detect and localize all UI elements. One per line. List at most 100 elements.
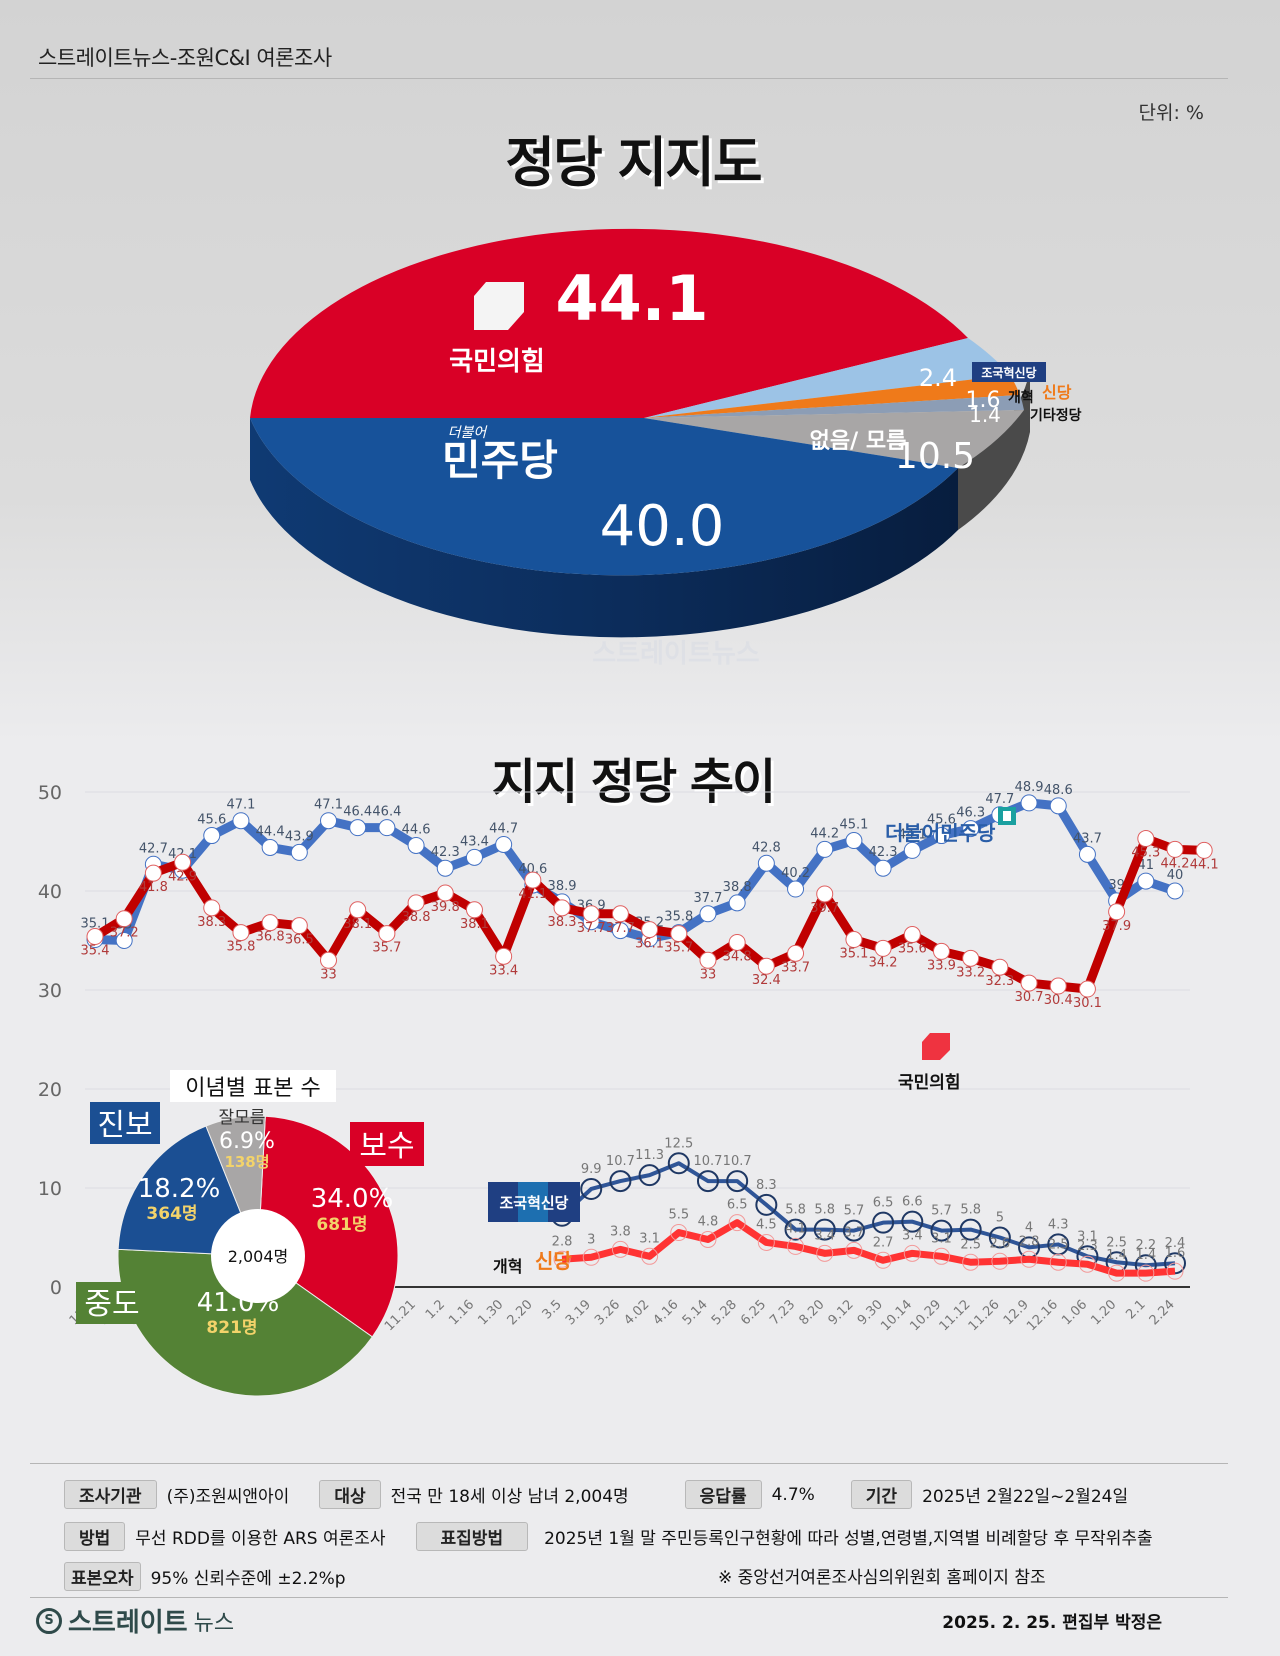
svg-text:37.7: 37.7 <box>577 921 606 936</box>
sampling-tag: 표집방법 <box>415 1522 529 1551</box>
svg-text:20: 20 <box>38 1079 62 1101</box>
svg-text:38.3: 38.3 <box>548 915 577 930</box>
dp-value: 40.0 <box>600 494 725 559</box>
svg-text:3.1: 3.1 <box>1077 1229 1098 1244</box>
svg-text:46.3: 46.3 <box>956 806 985 821</box>
reform-value: 1.6 <box>966 388 1001 413</box>
svg-text:5.28: 5.28 <box>709 1297 740 1328</box>
info-divider-bottom <box>30 1597 1228 1598</box>
svg-text:9.12: 9.12 <box>826 1297 857 1328</box>
svg-text:44.4: 44.4 <box>256 824 285 839</box>
svg-text:2.8: 2.8 <box>1019 1234 1040 1249</box>
svg-text:2.5: 2.5 <box>1048 1237 1069 1252</box>
svg-text:33.9: 33.9 <box>927 958 956 973</box>
svg-text:10.7: 10.7 <box>606 1154 635 1169</box>
svg-text:33: 33 <box>320 967 337 982</box>
svg-text:1.20: 1.20 <box>1088 1297 1119 1328</box>
info-row-3: 표본오차 95% 신뢰수준에 ±2.2%p <box>64 1562 346 1591</box>
svg-text:33: 33 <box>700 967 717 982</box>
rebuild-value: 2.4 <box>919 364 957 392</box>
svg-text:44.1: 44.1 <box>1190 857 1219 872</box>
svg-text:37.7: 37.7 <box>693 891 722 906</box>
ideology-sample-pie: 이념별 표본 수 2,004명 보수 34.0% 681명 진보 18.2% 3… <box>76 1070 424 1397</box>
svg-text:2.24: 2.24 <box>1147 1297 1178 1328</box>
svg-text:5.8: 5.8 <box>785 1203 806 1218</box>
svg-text:36.8: 36.8 <box>256 930 285 945</box>
svg-text:30: 30 <box>38 980 62 1002</box>
rebuild-badge <box>972 362 1046 382</box>
info-divider-top <box>30 1463 1228 1464</box>
ppp-value: 44.1 <box>556 262 709 335</box>
logo-s-icon: S <box>36 1607 62 1634</box>
svg-text:6.5: 6.5 <box>873 1196 894 1211</box>
svg-text:44.2: 44.2 <box>810 826 839 841</box>
info-row-1: 조사기관 (주)조원씨앤아이 대상 전국 만 18세 이상 남녀 2,004명 … <box>64 1480 1128 1509</box>
svg-text:10.29: 10.29 <box>907 1297 944 1334</box>
svg-text:37.2: 37.2 <box>110 926 139 941</box>
reform-legend: 개혁 신당 <box>493 1249 572 1276</box>
svg-text:42.9: 42.9 <box>168 869 197 884</box>
svg-text:5.8: 5.8 <box>960 1203 981 1218</box>
svg-text:8.20: 8.20 <box>796 1297 827 1328</box>
svg-text:32.3: 32.3 <box>985 974 1014 989</box>
svg-text:39.8: 39.8 <box>431 900 460 915</box>
svg-text:3.7: 3.7 <box>844 1225 865 1240</box>
svg-text:41: 41 <box>1138 858 1155 873</box>
conservative-label: 보수 <box>359 1129 414 1164</box>
svg-text:3.26: 3.26 <box>592 1297 623 1328</box>
svg-text:35.1: 35.1 <box>839 947 868 962</box>
svg-text:11.12: 11.12 <box>937 1297 974 1334</box>
svg-text:41.8: 41.8 <box>139 880 168 895</box>
svg-text:37.7: 37.7 <box>606 921 635 936</box>
svg-text:2.7: 2.7 <box>873 1235 894 1250</box>
svg-text:39: 39 <box>1108 878 1125 893</box>
none-label: 없음/ 모름 <box>810 429 907 454</box>
svg-text:42.3: 42.3 <box>869 845 898 860</box>
watermark: 스트레이트뉴스 <box>592 639 760 669</box>
svg-text:4.02: 4.02 <box>621 1297 652 1328</box>
progressive-count: 364명 <box>146 1204 197 1224</box>
method-tag: 방법 <box>64 1522 126 1551</box>
svg-text:5.7: 5.7 <box>931 1204 952 1219</box>
progressive-badge <box>90 1102 160 1144</box>
svg-text:34.8: 34.8 <box>723 949 752 964</box>
svg-text:45.6: 45.6 <box>197 813 226 828</box>
svg-text:36.5: 36.5 <box>285 933 314 948</box>
svg-text:2.1: 2.1 <box>1123 1297 1148 1322</box>
svg-text:47.1: 47.1 <box>314 798 343 813</box>
svg-text:46.4: 46.4 <box>343 805 372 820</box>
target-tag: 대상 <box>319 1480 381 1509</box>
svg-text:1.6: 1.6 <box>1165 1246 1186 1261</box>
svg-text:1.06: 1.06 <box>1059 1297 1090 1328</box>
svg-text:8.3: 8.3 <box>756 1178 777 1193</box>
svg-text:34.2: 34.2 <box>869 955 898 970</box>
logo-sub: 뉴스 <box>193 1610 235 1636</box>
dp-label-small: 더불어 <box>448 425 489 441</box>
svg-text:35.8: 35.8 <box>226 940 255 955</box>
period-value: 2025년 2월22일~2월24일 <box>922 1487 1129 1507</box>
svg-text:38.1: 38.1 <box>460 917 489 932</box>
response-rate-tag: 응답률 <box>684 1480 762 1509</box>
header-divider <box>30 78 1228 79</box>
svg-text:44.2: 44.2 <box>1161 856 1190 871</box>
svg-text:3.1: 3.1 <box>931 1231 952 1246</box>
svg-text:45.3: 45.3 <box>1131 846 1160 861</box>
reform-legend-a: 개혁 <box>493 1257 522 1276</box>
svg-text:33.4: 33.4 <box>489 963 518 978</box>
ideology-total: 2,004명 <box>228 1247 289 1266</box>
svg-text:44.7: 44.7 <box>489 821 518 836</box>
svg-text:1.16: 1.16 <box>446 1297 477 1328</box>
progressive-label: 진보 <box>97 1108 152 1143</box>
ppp-legend-label: 국민의힘 <box>898 1072 961 1093</box>
svg-text:47.7: 47.7 <box>985 792 1014 807</box>
svg-text:40: 40 <box>1167 868 1184 883</box>
response-rate-value: 4.7% <box>771 1484 815 1505</box>
unknown-pct: 6.9% <box>219 1129 275 1154</box>
svg-text:5.14: 5.14 <box>680 1297 711 1328</box>
svg-text:42.8: 42.8 <box>752 840 781 855</box>
pie-slice-dp <box>250 418 958 576</box>
svg-text:33.2: 33.2 <box>956 965 985 980</box>
svg-text:30.7: 30.7 <box>1015 990 1044 1005</box>
svg-text:10.7: 10.7 <box>723 1154 752 1169</box>
svg-text:9.9: 9.9 <box>581 1162 602 1177</box>
